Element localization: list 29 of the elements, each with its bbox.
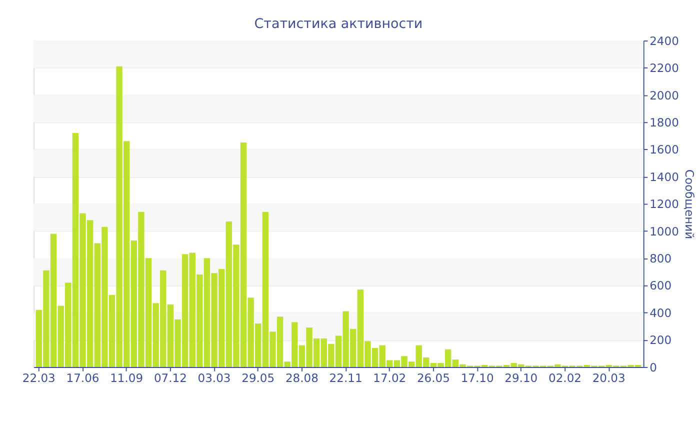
x-tick-label: 26.05 (416, 370, 450, 385)
y-tick-label: 0 (650, 360, 657, 374)
x-tick-label: 02.02 (548, 370, 582, 385)
chart-title: Статистика активности (254, 17, 423, 32)
x-tick-label: 17.10 (460, 370, 494, 385)
x-tick-label: 29.05 (242, 370, 275, 385)
y-tick-label: 1400 (650, 170, 679, 184)
y-tick-label: 1200 (650, 197, 679, 212)
x-tick-label: 22.11 (329, 370, 362, 385)
y-tick-label: 200 (650, 333, 672, 348)
x-tick-label: 29.10 (504, 370, 538, 385)
x-tick-label: 22.03 (22, 370, 56, 385)
x-tick-label: 17.06 (66, 370, 100, 385)
x-tick-label: 17.02 (373, 370, 406, 385)
x-tick-label: 07.12 (154, 370, 187, 385)
y-tick-label: 2400 (650, 34, 679, 48)
x-tick-label: 11.09 (110, 370, 144, 385)
y-tick-label: 2200 (650, 61, 679, 76)
y-tick-label: 2000 (650, 88, 679, 102)
y-tick-label: 1800 (650, 115, 679, 130)
x-tick-label: 28.08 (285, 370, 318, 385)
y-tick-label: 1600 (650, 142, 679, 157)
x-tick-label: 20.03 (592, 370, 626, 385)
x-tick-label: 03.03 (198, 370, 231, 385)
y-tick-label: 400 (650, 306, 672, 320)
y-tick-label: 1000 (650, 224, 679, 238)
y-axis-title: Сообщений (682, 169, 697, 240)
y-tick-label: 600 (650, 278, 672, 293)
y-tick-label: 800 (650, 251, 672, 266)
